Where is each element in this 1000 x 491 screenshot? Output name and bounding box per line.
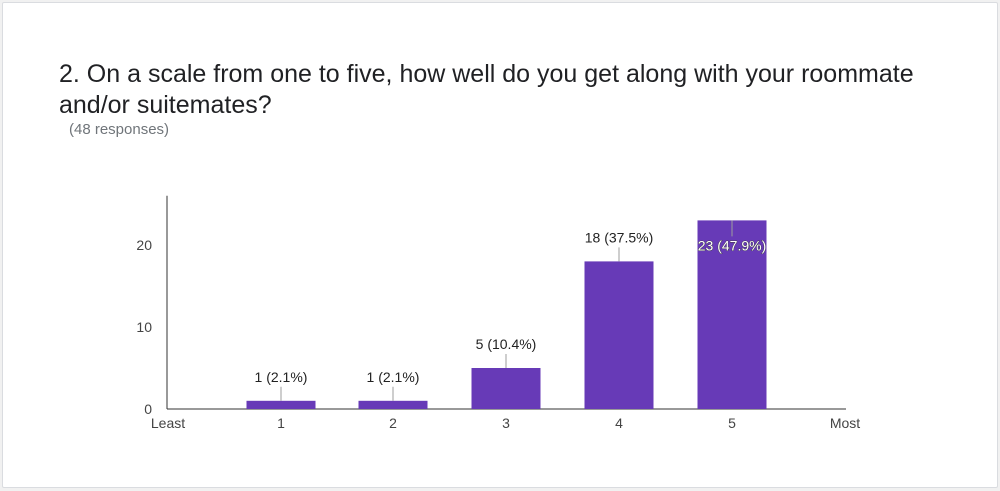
x-end-label-least: Least	[151, 415, 185, 431]
response-count: (48 responses)	[69, 121, 170, 138]
question-title: 2. On a scale from one to five, how well…	[59, 60, 914, 119]
bar-5	[697, 220, 767, 409]
y-tick-label-10: 10	[136, 319, 152, 335]
x-tick-label-3: 3	[502, 415, 510, 431]
x-tick-label-4: 4	[615, 415, 623, 431]
bar-2	[358, 400, 428, 409]
data-label-1: 1 (2.1%)	[255, 369, 308, 385]
x-tick-label-2: 2	[389, 415, 397, 431]
bar-4	[584, 261, 654, 409]
data-label-4: 18 (37.5%)	[585, 229, 653, 245]
x-tick-label-5: 5	[728, 415, 736, 431]
x-tick-label-1: 1	[277, 415, 285, 431]
x-end-label-most: Most	[830, 415, 860, 431]
y-tick-label-0: 0	[144, 401, 152, 417]
bar-3	[471, 368, 541, 409]
bar-1	[246, 400, 316, 409]
data-label-3: 5 (10.4%)	[476, 336, 537, 352]
y-tick-label-20: 20	[136, 237, 152, 253]
data-label-2: 1 (2.1%)	[367, 369, 420, 385]
data-label-5: 23 (47.9%)	[698, 237, 766, 253]
